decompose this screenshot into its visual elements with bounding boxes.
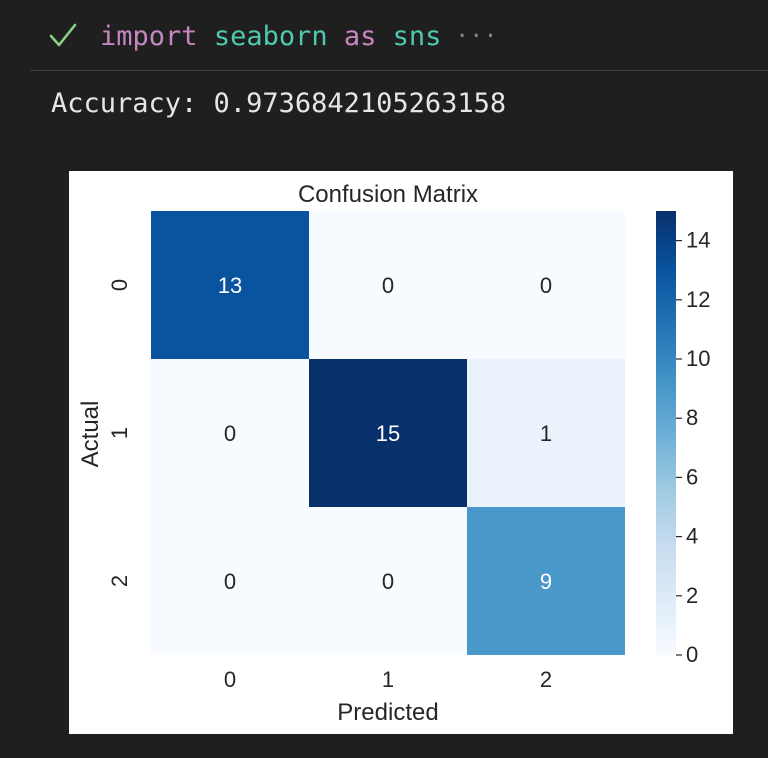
- y-tick-labels: 0 1 2: [107, 279, 132, 587]
- x-tick-label: 0: [224, 667, 236, 692]
- code-space: [376, 21, 392, 52]
- code-token-module: seaborn: [213, 20, 328, 52]
- colorbar-tick-label: 2: [686, 583, 698, 608]
- heatmap-cell: [151, 359, 309, 507]
- heatmap-cell: [467, 507, 625, 655]
- heatmap-cell: [467, 211, 625, 359]
- cell-value-label: 9: [540, 569, 552, 594]
- cell-value-label: 0: [540, 273, 552, 298]
- cell-value-label: 13: [218, 273, 242, 298]
- heatmap-cell: [467, 359, 625, 507]
- y-tick-label: 2: [107, 575, 132, 587]
- code-line[interactable]: import seaborn as sns: [100, 21, 441, 52]
- heatmap-cells: 13 0 0 0 15 1 0 0 9: [151, 211, 625, 655]
- x-axis-label: Predicted: [337, 699, 438, 726]
- y-tick-label: 1: [107, 427, 132, 439]
- code-space: [198, 21, 214, 52]
- colorbar-tick-label: 10: [686, 346, 710, 371]
- heatmap-cell: [151, 211, 309, 359]
- colorbar-tick-label: 14: [686, 228, 710, 253]
- colorbar: [656, 211, 676, 655]
- more-ellipsis-icon[interactable]: ···: [455, 23, 499, 49]
- heatmap-cell: [309, 359, 467, 507]
- y-tick-label: 0: [107, 279, 132, 291]
- x-tick-labels: 0 1 2: [224, 667, 552, 692]
- heatmap-cell: [309, 211, 467, 359]
- heatmap-cell: [151, 507, 309, 655]
- colorbar-tick-label: 12: [686, 287, 710, 312]
- cell-value-label: 0: [382, 273, 394, 298]
- colorbar-ticks: 0 2 4 6 8 10 12 14: [676, 228, 710, 667]
- code-token-module: sns: [392, 20, 442, 52]
- code-token-keyword: as: [343, 20, 377, 52]
- output-text: Accuracy: 0.9736842105263158: [51, 88, 507, 119]
- colorbar-tick-label: 0: [686, 642, 698, 667]
- cell-value-label: 0: [382, 569, 394, 594]
- colorbar-tick-label: 8: [686, 405, 698, 430]
- chart-title: Confusion Matrix: [298, 181, 478, 208]
- colorbar-tick-label: 4: [686, 524, 698, 549]
- cell-value-label: 0: [224, 569, 236, 594]
- x-tick-label: 1: [382, 667, 394, 692]
- x-tick-label: 2: [540, 667, 552, 692]
- code-token-keyword: import: [100, 20, 198, 52]
- y-axis-label: Actual: [77, 401, 104, 468]
- cell-header: import seaborn as sns ···: [48, 16, 498, 56]
- cell-divider: [30, 70, 768, 71]
- cell-value-label: 15: [376, 421, 400, 446]
- heatmap-cell: [309, 507, 467, 655]
- check-icon: [49, 23, 77, 47]
- cell-value-label: 0: [224, 421, 236, 446]
- code-space: [328, 21, 344, 52]
- cell-value-label: 1: [540, 421, 552, 446]
- colorbar-tick-label: 6: [686, 464, 698, 489]
